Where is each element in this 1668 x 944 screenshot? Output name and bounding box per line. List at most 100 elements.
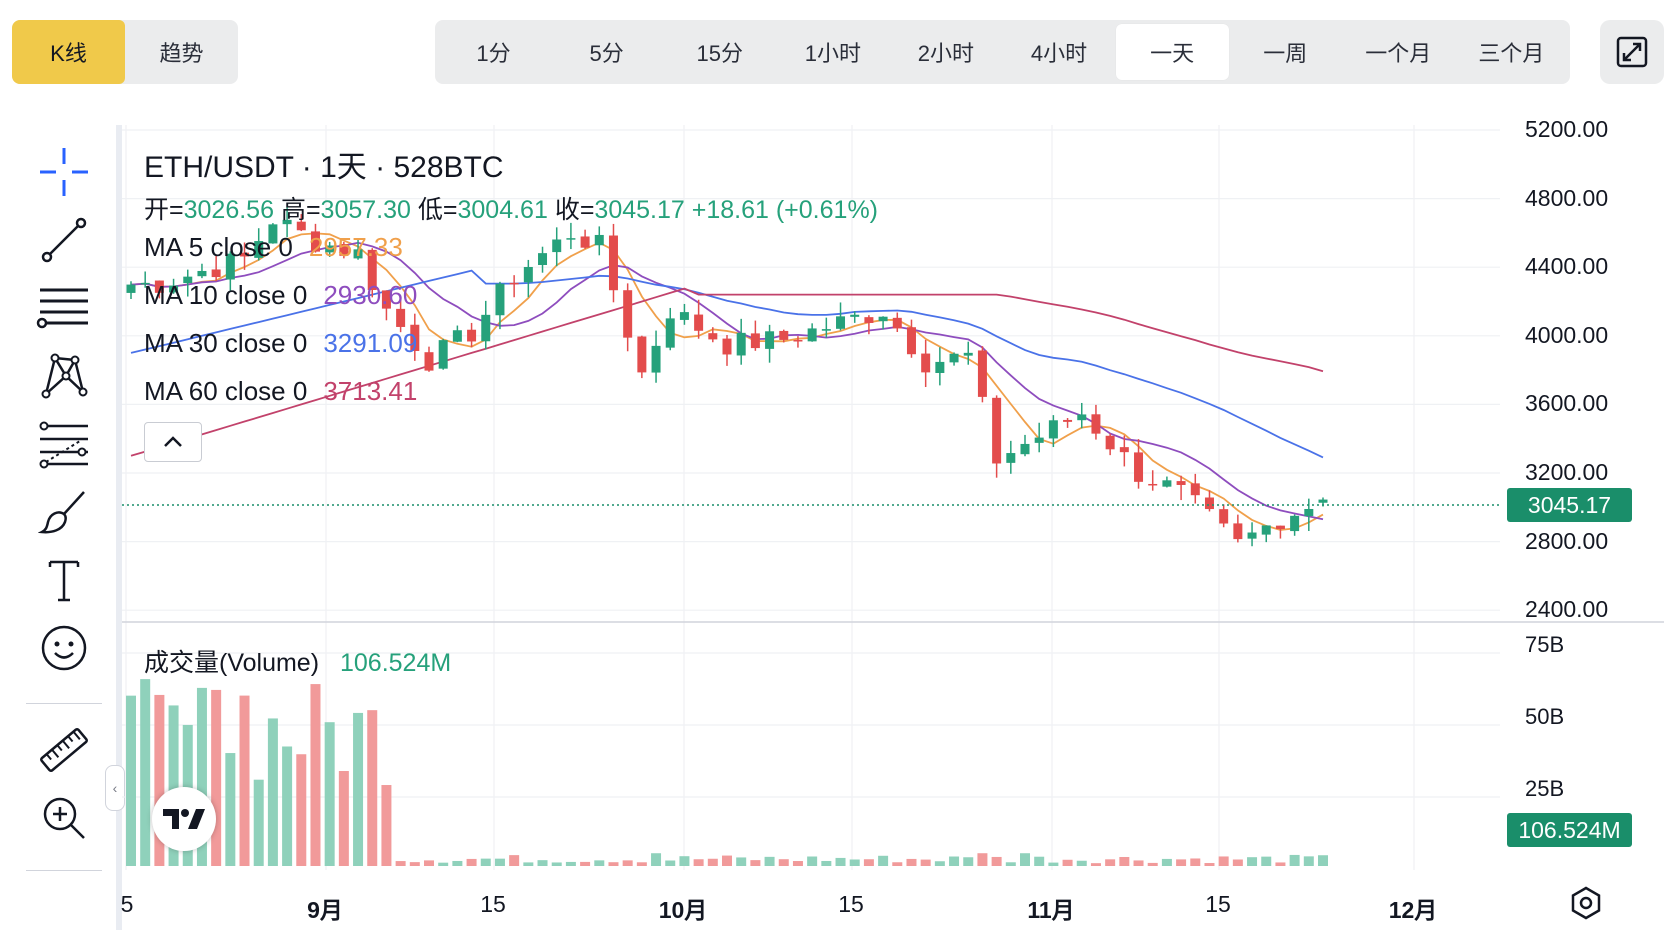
toolbar-collapse-handle[interactable]: ‹ <box>105 765 125 811</box>
ma-value: 2957.33 <box>308 232 403 262</box>
candle-body <box>1034 437 1044 443</box>
high-label: 高= <box>280 196 321 224</box>
volume-bar <box>665 860 676 866</box>
volume-bar <box>821 860 832 866</box>
ruler-icon <box>40 728 88 772</box>
volume-bar <box>1133 860 1144 866</box>
ma-legend-item: MA 30 close 0 3291.09 <box>144 328 417 359</box>
interval-1[interactable]: 5分 <box>589 41 624 66</box>
volume-bar <box>1062 859 1073 866</box>
fib-retracement-tool[interactable] <box>34 278 94 338</box>
candle-body <box>240 252 250 257</box>
volume-bar <box>949 856 960 866</box>
interval-4[interactable]: 2小时 <box>917 41 975 66</box>
volume-bar <box>1275 862 1286 866</box>
volume-legend: 成交量(Volume) 106.524M <box>144 643 451 679</box>
candle-body <box>1204 497 1214 510</box>
volume-bar <box>381 785 392 866</box>
last-price-label: 3045.17 <box>1507 488 1632 522</box>
volume-bar <box>1048 862 1059 866</box>
volume-bar <box>807 856 818 866</box>
candle-body <box>183 276 193 284</box>
low-value: 3004.61 <box>457 196 548 224</box>
interval-2[interactable]: 15分 <box>696 41 743 66</box>
price-tick: 3200.00 <box>1525 459 1609 485</box>
tradingview-logo[interactable] <box>152 787 216 851</box>
volume-bar <box>1076 860 1087 866</box>
volume-bar <box>736 857 747 866</box>
volume-bar <box>267 718 278 866</box>
volume-bar <box>792 861 803 866</box>
volume-bar <box>722 855 732 866</box>
volume-bar <box>424 860 434 866</box>
text-icon <box>48 560 80 602</box>
candle-body <box>1233 523 1243 540</box>
candle-body <box>509 282 519 285</box>
interval-9[interactable]: 三个月 <box>1478 41 1545 66</box>
ma-line-60 <box>130 287 1324 457</box>
ma-value: 3291.09 <box>323 328 418 358</box>
emoji-tool[interactable] <box>34 618 94 678</box>
interval-3[interactable]: 1小时 <box>804 41 861 66</box>
volume-bar <box>1005 862 1016 866</box>
candle-body <box>807 328 817 342</box>
volume-bar <box>1090 863 1101 866</box>
ma-legend-item: MA 10 close 0 2930.60 <box>144 280 417 311</box>
volume-bar <box>693 859 704 866</box>
ohlc-legend: 开=3026.56 高=3057.30 低=3004.61 收=3045.17 … <box>144 190 878 226</box>
candle-body <box>1275 525 1285 530</box>
interval-bar: 1分 5分 15分 1小时 2小时 4小时 一天 一周 一个月 三个月 <box>435 20 1570 84</box>
volume-bar <box>608 862 619 866</box>
legend-collapse-button[interactable] <box>144 422 202 462</box>
interval-7[interactable]: 一周 <box>1263 41 1308 66</box>
volume-bar <box>1289 854 1300 866</box>
volume-bar <box>310 684 321 866</box>
candle-body <box>878 316 888 322</box>
zoom-in-tool[interactable] <box>34 788 94 848</box>
trend-line-icon <box>41 217 87 263</box>
close-label: 收= <box>554 196 595 224</box>
interval-5[interactable]: 4小时 <box>1030 41 1088 66</box>
kline-tab[interactable]: K线 <box>12 20 125 84</box>
volume-bar <box>750 860 761 866</box>
text-tool[interactable] <box>34 550 94 610</box>
crosshair-tool[interactable] <box>34 142 94 202</box>
interval-0[interactable]: 1分 <box>476 41 511 66</box>
candle-body <box>722 338 732 355</box>
candle-body <box>452 330 462 342</box>
candle-body <box>921 353 931 373</box>
brush-tool[interactable] <box>34 482 94 542</box>
trend-tab[interactable]: 趋势 <box>159 41 204 66</box>
ruler-tool[interactable] <box>34 720 94 780</box>
interval-8[interactable]: 一个月 <box>1365 41 1432 66</box>
interval-6[interactable]: 一天 <box>1115 24 1229 80</box>
pattern-tool[interactable] <box>34 346 94 406</box>
candle-body <box>169 285 179 293</box>
last-volume-label: 106.524M <box>1507 813 1632 847</box>
prediction-tool[interactable] <box>34 414 94 474</box>
trend-line-tool[interactable] <box>34 210 94 270</box>
volume-bar <box>1218 856 1229 866</box>
volume-bar <box>849 859 860 866</box>
toolbar-divider <box>26 870 102 871</box>
volume-bar <box>551 862 562 866</box>
volume-bar <box>480 858 491 866</box>
candle-body <box>197 270 207 277</box>
chart-settings-button[interactable] <box>1568 885 1604 921</box>
volume-tick: 50B <box>1525 704 1565 729</box>
volume-bar <box>594 860 605 866</box>
open-label: 开= <box>144 196 184 224</box>
candle-body <box>1304 508 1314 517</box>
fullscreen-button[interactable] <box>1600 20 1664 84</box>
price-tick: 5200.00 <box>1525 116 1609 142</box>
ma-name: MA 30 close 0 <box>144 328 308 358</box>
candle-body <box>296 221 306 231</box>
candle-body <box>552 239 562 253</box>
volume-bar <box>764 856 775 866</box>
candle-body <box>821 329 831 331</box>
candle-body <box>1063 419 1073 422</box>
candle-body <box>1261 525 1271 535</box>
volume-bar <box>395 861 406 866</box>
open-value: 3026.56 <box>183 196 274 224</box>
